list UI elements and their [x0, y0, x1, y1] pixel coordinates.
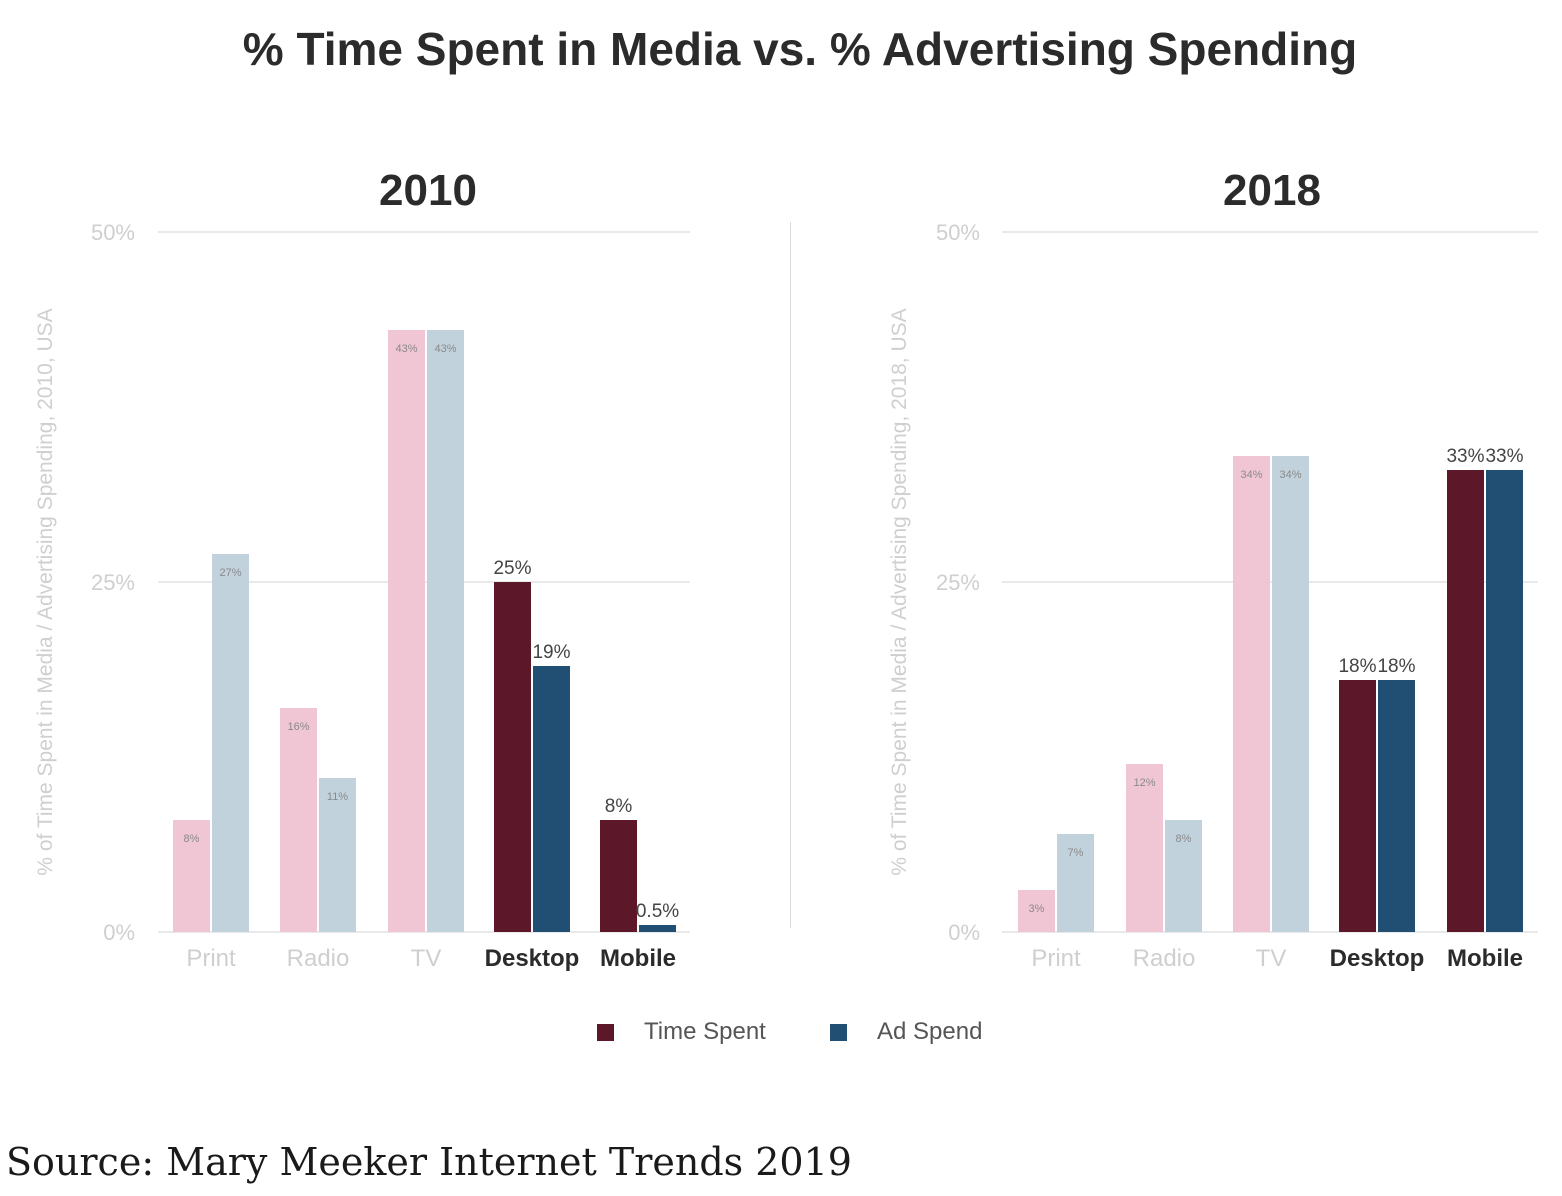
data-label-2018-print-0: 3% — [1029, 903, 1045, 915]
bar-2010-mobile-ad-spend — [639, 925, 676, 932]
bar-2010-print-time-spent — [173, 820, 210, 932]
data-label-2018-mobile-0: 33% — [1446, 446, 1484, 467]
legend-label-time-spent: Time Spent — [644, 1018, 766, 1045]
data-label-2010-print-0: 8% — [184, 833, 200, 845]
category-label-2018-desktop: Desktop — [1330, 945, 1425, 972]
data-label-2010-print-1: 27% — [219, 567, 241, 579]
data-label-2018-radio-0: 12% — [1133, 777, 1155, 789]
chart-title: % Time Spent in Media vs. % Advertising … — [242, 23, 1358, 75]
category-label-2010-tv: TV — [411, 945, 442, 972]
y-tick-label-2010-50: 50% — [91, 220, 135, 245]
data-label-2018-print-1: 7% — [1068, 847, 1084, 859]
bar-2010-desktop-ad-spend — [533, 666, 570, 932]
data-label-2018-desktop-0: 18% — [1338, 656, 1376, 677]
y-tick-label-2010-0: 0% — [103, 920, 135, 945]
legend-label-ad-spend: Ad Spend — [877, 1018, 983, 1045]
category-label-2018-mobile: Mobile — [1447, 945, 1523, 972]
category-label-2010-desktop: Desktop — [485, 945, 580, 972]
bar-2018-print-time-spent — [1018, 890, 1055, 932]
data-label-2010-tv-0: 43% — [395, 343, 417, 355]
legend-item-ad-spend: Ad Spend — [830, 1018, 982, 1046]
data-label-2018-tv-1: 34% — [1279, 469, 1301, 481]
bar-2010-radio-ad-spend — [319, 778, 356, 932]
data-label-2010-desktop-0: 25% — [493, 558, 531, 579]
data-label-2018-tv-0: 34% — [1240, 469, 1262, 481]
y-tick-label-2018-50: 50% — [936, 220, 980, 245]
y-tick-label-2010-25: 25% — [91, 570, 135, 595]
bar-2010-tv-time-spent — [388, 330, 425, 932]
category-label-2018-print: Print — [1031, 945, 1081, 972]
data-label-2010-mobile-0: 8% — [605, 796, 633, 817]
legend-item-time-spent: Time Spent — [597, 1018, 766, 1046]
data-label-2018-mobile-1: 33% — [1485, 446, 1523, 467]
data-label-2018-radio-1: 8% — [1176, 833, 1192, 845]
data-label-2010-tv-1: 43% — [434, 343, 456, 355]
data-label-2010-mobile-1: 0.5% — [636, 901, 679, 922]
data-label-2010-desktop-1: 19% — [532, 642, 570, 663]
legend-swatch-time-spent — [597, 1023, 614, 1041]
panel-divider — [790, 222, 791, 928]
bar-2018-tv-time-spent — [1233, 456, 1270, 932]
bar-2018-mobile-ad-spend — [1486, 470, 1523, 932]
category-label-2010-print: Print — [186, 945, 236, 972]
panel-title-2018: 2018 — [1223, 166, 1321, 215]
bar-2010-mobile-time-spent — [600, 820, 637, 932]
category-label-2018-radio: Radio — [1133, 945, 1196, 972]
bar-2018-print-ad-spend — [1057, 834, 1094, 932]
category-label-2018-tv: TV — [1256, 945, 1287, 972]
bar-2010-desktop-time-spent — [494, 582, 531, 932]
bar-2018-radio-time-spent — [1126, 764, 1163, 932]
panel-title-2010: 2010 — [379, 166, 477, 215]
legend-swatch-ad-spend — [830, 1023, 847, 1041]
y-tick-label-2018-0: 0% — [948, 920, 980, 945]
data-label-2018-desktop-1: 18% — [1377, 656, 1415, 677]
y-axis-label-2010: % of Time Spent in Media / Advertising S… — [34, 308, 57, 875]
bar-2018-tv-ad-spend — [1272, 456, 1309, 932]
y-axis-label-2018: % of Time Spent in Media / Advertising S… — [888, 308, 911, 875]
data-label-2010-radio-0: 16% — [287, 721, 309, 733]
category-label-2010-radio: Radio — [287, 945, 350, 972]
data-label-2010-radio-1: 11% — [327, 791, 348, 803]
bar-2010-print-ad-spend — [212, 554, 249, 932]
bar-2018-desktop-time-spent — [1339, 680, 1376, 932]
y-tick-label-2018-25: 25% — [936, 570, 980, 595]
bar-2018-radio-ad-spend — [1165, 820, 1202, 932]
source-note: Source: Mary Meeker Internet Trends 2019 — [6, 1140, 852, 1184]
bar-2010-tv-ad-spend — [427, 330, 464, 932]
category-label-2010-mobile: Mobile — [600, 945, 676, 972]
bar-2010-radio-time-spent — [280, 708, 317, 932]
bar-2018-mobile-time-spent — [1447, 470, 1484, 932]
bar-2018-desktop-ad-spend — [1378, 680, 1415, 932]
